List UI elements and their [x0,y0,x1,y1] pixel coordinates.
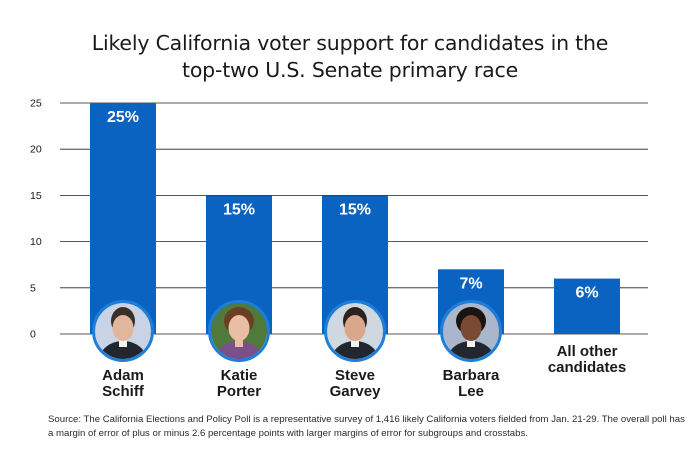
y-tick-label: 15 [30,190,42,202]
category-label: Porter [217,383,261,400]
y-tick-label: 20 [30,144,42,156]
bar [554,278,620,334]
category-label: Lee [458,383,484,400]
category-label: Garvey [330,383,382,400]
category-label: Schiff [102,383,145,400]
portrait-adam-schiff [95,303,151,359]
chart-title: Likely California voter support for cand… [0,30,700,84]
portrait-ring [208,300,270,362]
portrait-steve-garvey [327,303,383,359]
source-note: Source: The California Elections and Pol… [48,414,685,439]
y-tick-label: 5 [30,282,36,294]
chart-title-line2: top-two U.S. Senate primary race [182,58,518,82]
category-label: candidates [548,359,626,376]
bar-value-label: 25% [107,109,139,126]
y-tick-label: 25 [30,98,42,110]
bar-value-label: 7% [459,275,482,292]
portrait-ring [92,300,154,362]
bar-value-label: 6% [575,285,598,302]
portrait-katie-porter [211,303,267,359]
category-label: Barbara [443,367,500,384]
y-tick-label: 10 [30,236,42,248]
portrait-ring [324,300,386,362]
category-label: Adam [102,367,144,384]
bar-value-label: 15% [339,201,371,218]
portrait-ring [440,300,502,362]
y-tick-label: 0 [30,329,36,341]
chart-title-line1: Likely California voter support for cand… [91,31,609,55]
bar [90,103,156,334]
bar-value-label: 15% [223,201,255,218]
category-label: Steve [335,367,375,384]
portrait-barbara-lee [443,303,499,359]
category-label: Katie [221,367,258,384]
category-label: All other [557,343,618,360]
